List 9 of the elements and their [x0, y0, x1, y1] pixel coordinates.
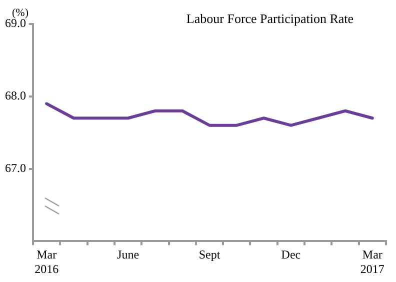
- y-tick-label: 67.0: [5, 160, 26, 175]
- y-tick-label: 68.0: [5, 88, 26, 103]
- x-tick-label: June: [117, 248, 140, 262]
- x-tick-label: Mar 2017: [360, 248, 384, 276]
- x-tick-label: Sept: [198, 248, 221, 262]
- chart-title: Labour Force Participation Rate: [185, 11, 355, 27]
- x-tick-label: Dec: [281, 248, 301, 262]
- y-axis-title: (%): [12, 7, 28, 19]
- x-tick-label: Mar 2016: [34, 248, 59, 276]
